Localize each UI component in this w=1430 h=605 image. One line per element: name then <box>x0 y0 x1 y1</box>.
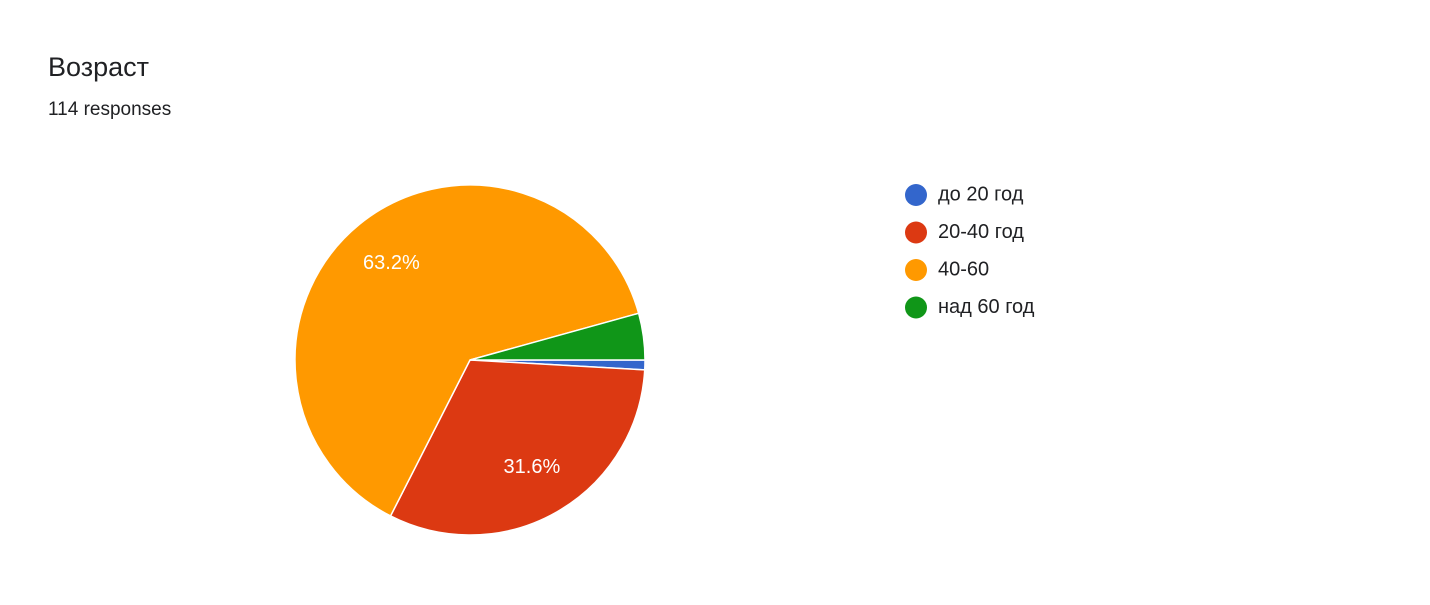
legend-label: 20-40 год <box>938 221 1024 243</box>
legend-swatch <box>905 259 927 281</box>
pie-slice <box>469 312 646 361</box>
slice-label: 31.6% <box>504 456 561 478</box>
legend-label: над 60 год <box>938 296 1035 318</box>
legend-label: 40-60 <box>938 258 989 280</box>
chart-subtitle: 114 responses <box>48 99 171 120</box>
legend-swatch <box>905 221 927 244</box>
pie-slice <box>294 184 640 517</box>
slice-label: 63.2% <box>363 252 420 274</box>
pie-slice <box>389 359 646 536</box>
chart-title: Возраст <box>48 52 149 82</box>
legend-label: до 20 год <box>938 183 1024 205</box>
legend-swatch <box>905 296 927 319</box>
legend-swatch <box>905 184 927 206</box>
